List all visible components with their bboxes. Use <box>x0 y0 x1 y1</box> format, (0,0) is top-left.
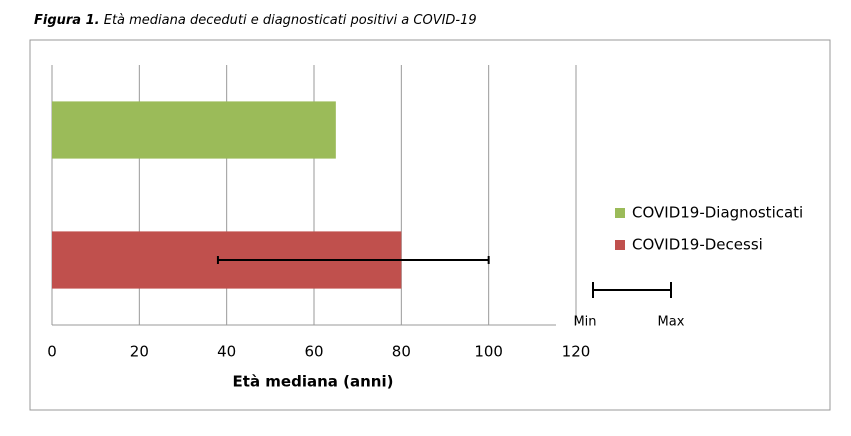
bar <box>52 101 336 159</box>
title-text: Età mediana deceduti e diagnosticati pos… <box>104 13 477 28</box>
x-tick-label: 100 <box>474 343 503 361</box>
chart-frame <box>29 39 831 411</box>
x-tick-label: 40 <box>217 343 236 361</box>
legend-swatch <box>615 208 625 218</box>
range-legend-label: Max <box>658 315 685 330</box>
legend-label: COVID19-Diagnosticati <box>632 204 803 222</box>
x-tick-label: 80 <box>392 343 411 361</box>
legend-swatch <box>615 240 625 250</box>
figure-label: Figura 1. <box>34 13 100 28</box>
x-tick-label: 0 <box>47 343 57 361</box>
x-axis-label: Età mediana (anni) <box>233 373 394 391</box>
legend-label: COVID19-Decessi <box>632 236 763 254</box>
x-tick-label: 120 <box>562 343 591 361</box>
range-legend-label: Min <box>573 315 596 330</box>
chart-title: Figura 1. Età mediana deceduti e diagnos… <box>34 13 477 28</box>
x-tick-label: 60 <box>304 343 323 361</box>
x-tick-label: 20 <box>130 343 149 361</box>
